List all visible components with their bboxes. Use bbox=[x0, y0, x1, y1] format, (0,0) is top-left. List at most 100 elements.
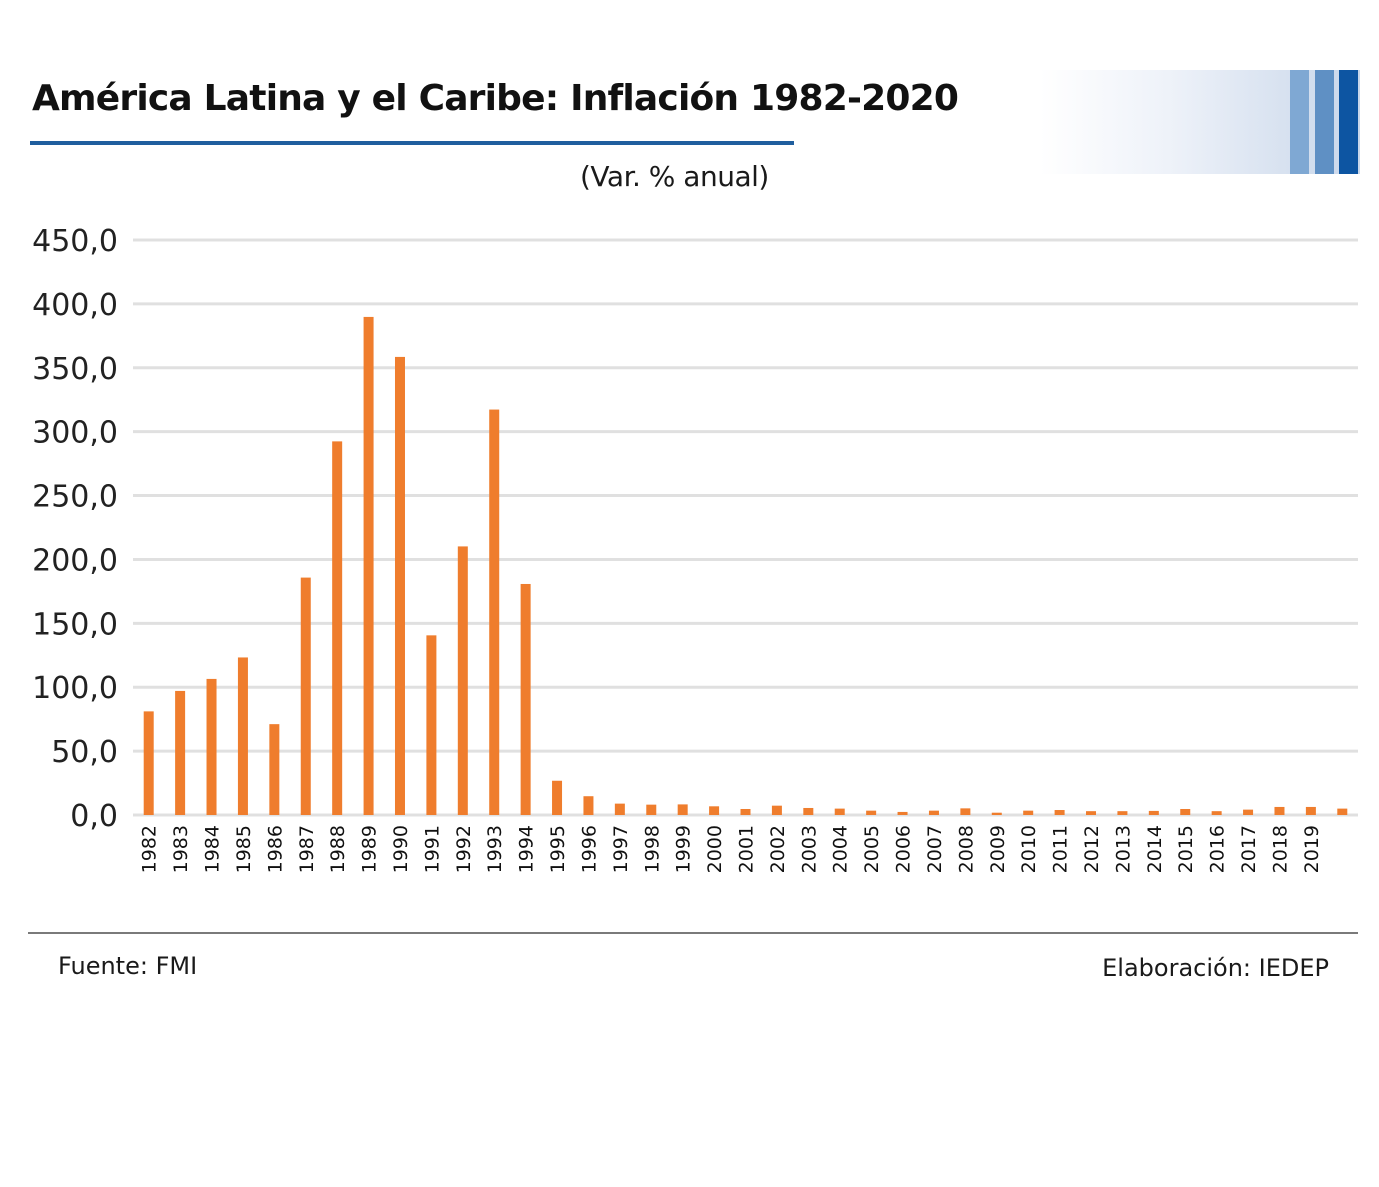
x-tick-label: 2008 bbox=[955, 825, 977, 873]
banner-stripe-medium bbox=[1315, 70, 1334, 174]
y-tick-label: 300,0 bbox=[32, 416, 118, 451]
bar-2008 bbox=[960, 808, 971, 815]
decorative-banner bbox=[1040, 70, 1360, 174]
bar-2004 bbox=[834, 808, 845, 815]
bar-2001 bbox=[740, 808, 751, 815]
bar-1997 bbox=[614, 803, 625, 815]
banner-stripe-dark bbox=[1339, 70, 1358, 174]
x-tick-label: 1991 bbox=[421, 825, 443, 873]
bar-2019 bbox=[1305, 806, 1316, 815]
bar-2015 bbox=[1180, 808, 1191, 815]
x-tick-label: 1997 bbox=[610, 825, 632, 873]
bar-1982 bbox=[143, 711, 154, 815]
x-tick-label: 2004 bbox=[830, 825, 852, 873]
x-tick-label: 1993 bbox=[484, 825, 506, 873]
y-tick-label: 450,0 bbox=[32, 224, 118, 259]
bar-2000 bbox=[709, 806, 720, 815]
bar-2005 bbox=[866, 810, 877, 815]
x-tick-label: 1994 bbox=[516, 825, 538, 873]
chart-title: América Latina y el Caribe: Inflación 19… bbox=[32, 78, 959, 119]
bar-1985 bbox=[237, 657, 248, 815]
bar-1992 bbox=[457, 546, 468, 815]
y-tick-label: 150,0 bbox=[32, 607, 118, 642]
bar-2003 bbox=[803, 807, 814, 815]
x-tick-label: 1996 bbox=[578, 825, 600, 873]
bar-1989 bbox=[363, 316, 374, 815]
bar-2016 bbox=[1211, 811, 1222, 815]
x-tick-label: 1989 bbox=[359, 825, 381, 873]
bar-2011 bbox=[1054, 810, 1065, 815]
x-tick-label: 1982 bbox=[139, 825, 161, 873]
footer-divider bbox=[28, 932, 1358, 934]
x-tick-label: 1986 bbox=[264, 825, 286, 873]
x-tick-label: 2002 bbox=[767, 825, 789, 873]
chart-subtitle: (Var. % anual) bbox=[580, 160, 769, 193]
x-tick-label: 1990 bbox=[390, 825, 412, 873]
x-tick-label: 1985 bbox=[233, 825, 255, 873]
bar-1993 bbox=[489, 409, 500, 815]
x-tick-label: 2012 bbox=[1081, 825, 1103, 873]
x-tick-label: 2014 bbox=[1144, 825, 1166, 873]
source-note: Fuente: FMI bbox=[58, 952, 198, 980]
x-tick-label: 2013 bbox=[1112, 825, 1134, 873]
x-tick-label: 2011 bbox=[1050, 825, 1072, 873]
bar-1983 bbox=[175, 690, 186, 815]
bar-2010 bbox=[1023, 810, 1034, 815]
bar-1996 bbox=[583, 796, 594, 815]
bar-2017 bbox=[1243, 809, 1254, 815]
x-tick-label: 1983 bbox=[170, 825, 192, 873]
x-tick-label: 1992 bbox=[453, 825, 475, 873]
x-tick-label: 2007 bbox=[924, 825, 946, 873]
x-tick-label: 1988 bbox=[327, 825, 349, 873]
x-tick-label: 2015 bbox=[1175, 825, 1197, 873]
banner-stripe-light bbox=[1290, 70, 1309, 174]
x-tick-label: 2017 bbox=[1238, 825, 1260, 873]
bar-2012 bbox=[1086, 811, 1097, 815]
bar-2002 bbox=[771, 805, 782, 815]
y-tick-label: 200,0 bbox=[32, 543, 118, 578]
bar-2006 bbox=[897, 811, 908, 815]
y-tick-label: 0,0 bbox=[70, 799, 118, 834]
x-tick-label: 2001 bbox=[736, 825, 758, 873]
x-tick-label: 2018 bbox=[1269, 825, 1291, 873]
bar-1987 bbox=[300, 577, 311, 815]
bar-1995 bbox=[552, 780, 563, 815]
bar-1998 bbox=[646, 804, 657, 815]
bar-2007 bbox=[928, 810, 939, 815]
x-tick-label: 1998 bbox=[641, 825, 663, 873]
y-tick-label: 400,0 bbox=[32, 288, 118, 323]
bar-2018 bbox=[1274, 806, 1285, 815]
y-tick-label: 100,0 bbox=[32, 671, 118, 706]
x-axis: 1982 1983 1984 1985 1986 1987 1988 1989 1990 1991… bbox=[139, 825, 1323, 873]
x-tick-label: 2019 bbox=[1301, 825, 1323, 873]
x-tick-label: 2016 bbox=[1207, 825, 1229, 873]
bar-2020 bbox=[1337, 808, 1348, 815]
y-tick-label: 250,0 bbox=[32, 480, 118, 515]
bar-1984 bbox=[206, 678, 217, 815]
x-tick-label: 2006 bbox=[893, 825, 915, 873]
bar-2014 bbox=[1148, 810, 1159, 815]
x-tick-label: 2003 bbox=[798, 825, 820, 873]
bar-1986 bbox=[269, 724, 280, 815]
y-tick-label: 350,0 bbox=[32, 352, 118, 387]
bar-1991 bbox=[426, 635, 437, 815]
x-tick-label: 1984 bbox=[202, 825, 224, 873]
x-tick-label: 2010 bbox=[1018, 825, 1040, 873]
x-tick-label: 2000 bbox=[704, 825, 726, 873]
bar-2013 bbox=[1117, 811, 1128, 815]
y-axis: 0,0 50,0 100,0 150,0 200,0 250,0 300,0 350,0 400… bbox=[32, 224, 118, 834]
bar-1990 bbox=[394, 356, 405, 815]
bar-2009 bbox=[991, 812, 1002, 815]
bar-1999 bbox=[677, 804, 688, 815]
bar-1994 bbox=[520, 583, 531, 815]
y-tick-label: 50,0 bbox=[51, 735, 118, 770]
title-underline bbox=[30, 141, 794, 145]
x-tick-label: 1995 bbox=[547, 825, 569, 873]
x-tick-label: 2009 bbox=[987, 825, 1009, 873]
bar-1988 bbox=[332, 441, 343, 815]
bars bbox=[143, 316, 1348, 815]
x-tick-label: 1999 bbox=[673, 825, 695, 873]
gridlines bbox=[133, 238, 1358, 817]
x-tick-label: 2005 bbox=[861, 825, 883, 873]
x-tick-label: 1987 bbox=[296, 825, 318, 873]
